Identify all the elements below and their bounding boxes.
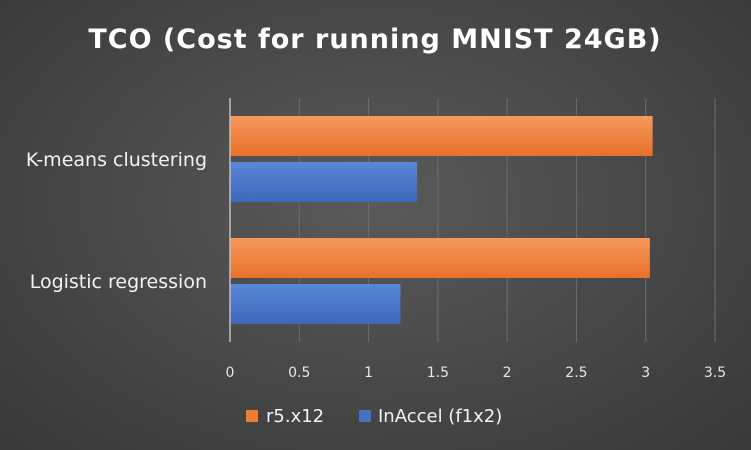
chart-title: TCO (Cost for running MNIST 24GB) [88,24,661,55]
legend-swatch [246,410,258,422]
x-tick-label: 0 [226,365,235,381]
x-tick-label: 3.5 [704,365,726,381]
bar-inaccel-kmeans [230,162,418,202]
bars [230,116,653,324]
bar-inaccel-logistic [230,284,401,324]
x-tick-label: 2 [503,365,512,381]
legend-label: InAccel (f1x2) [378,406,502,427]
x-tick-label: 0.5 [288,365,310,381]
axes: 0 0.5 1 1.5 2 2.5 3 3.5 K-means clustering Logist… [26,98,726,381]
category-label: K-means clustering [26,149,207,171]
legend: r5.x12 InAccel (f1x2) [246,406,502,427]
x-tick-label: 1 [364,365,373,381]
category-label: Logistic regression [30,271,207,293]
x-tick-label: 2.5 [565,365,587,381]
x-tick-label: 3 [641,365,650,381]
bar-r5x12-logistic [230,238,650,278]
legend-swatch [359,410,371,422]
legend-label: r5.x12 [266,406,324,427]
x-tick-label: 1.5 [427,365,449,381]
bar-r5x12-kmeans [230,116,653,156]
